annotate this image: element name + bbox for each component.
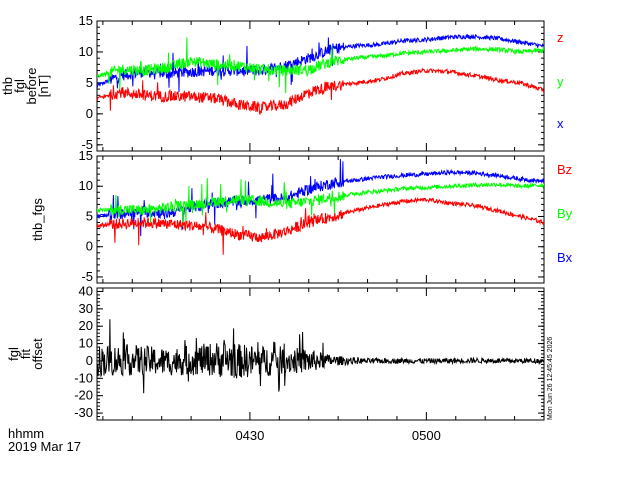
y-axis-label: fgl [12,79,27,93]
time-format-label: hhmm [8,426,44,441]
y-tick-label: 5 [86,208,93,223]
y-axis-label: fgl [6,347,21,361]
y-axis-label: before [24,68,39,105]
y-tick-label: 0 [86,106,93,121]
y-tick-label: -5 [81,269,93,284]
legend-Bz: Bz [557,162,572,177]
y-axis-label: fit [18,349,33,360]
series-line-y [97,37,544,94]
legend-x: x [557,116,564,131]
legend-Bx: Bx [557,250,573,265]
series-line-Bx [97,158,544,237]
y-tick-label: 20 [79,318,93,333]
panel-frame [96,20,545,152]
y-tick-label: -5 [81,137,93,152]
y-tick-label: 30 [79,301,93,316]
y-tick-label: 10 [79,178,93,193]
y-tick-label: 15 [79,148,93,163]
series-line-Bz [97,196,544,255]
panel-frame [96,155,545,284]
y-tick-label: -10 [74,370,93,385]
y-tick-label: 15 [79,13,93,28]
series-line-z [97,67,544,115]
y-tick-label: 0 [86,239,93,254]
y-axis-label: offset [30,338,45,370]
panel-2: -5 0 5 10 15 thb_fgs Bz By Bx [30,148,573,284]
y-tick-label: 0 [86,353,93,368]
series-line-By [97,178,544,227]
y-tick-label: 5 [86,75,93,90]
series-line-offset [97,319,544,394]
y-axis-label: thb_fgs [30,198,45,241]
y-axis-label: thb [0,77,15,95]
generation-stamp: Mon Jun 26 12:45:45 2026 [547,337,554,420]
date-label: 2019 Mar 17 [8,439,81,454]
series-line-x [97,33,544,92]
y-axis-label: [nT] [36,75,51,97]
y-tick-label: 10 [79,44,93,59]
x-tick-label: 0430 [235,428,264,443]
y-tick-label: -20 [74,388,93,403]
legend-y: y [557,74,564,89]
legend-z: z [557,30,564,45]
legend-By: By [557,206,573,221]
panels: -5051015thbfglbefore[nT]zyx-5051015thb_f… [0,13,573,443]
x-tick-label: 0500 [412,428,441,443]
y-tick-label: 40 [79,283,93,298]
y-tick-label: 10 [79,336,93,351]
y-tick-label: -30 [74,405,93,420]
